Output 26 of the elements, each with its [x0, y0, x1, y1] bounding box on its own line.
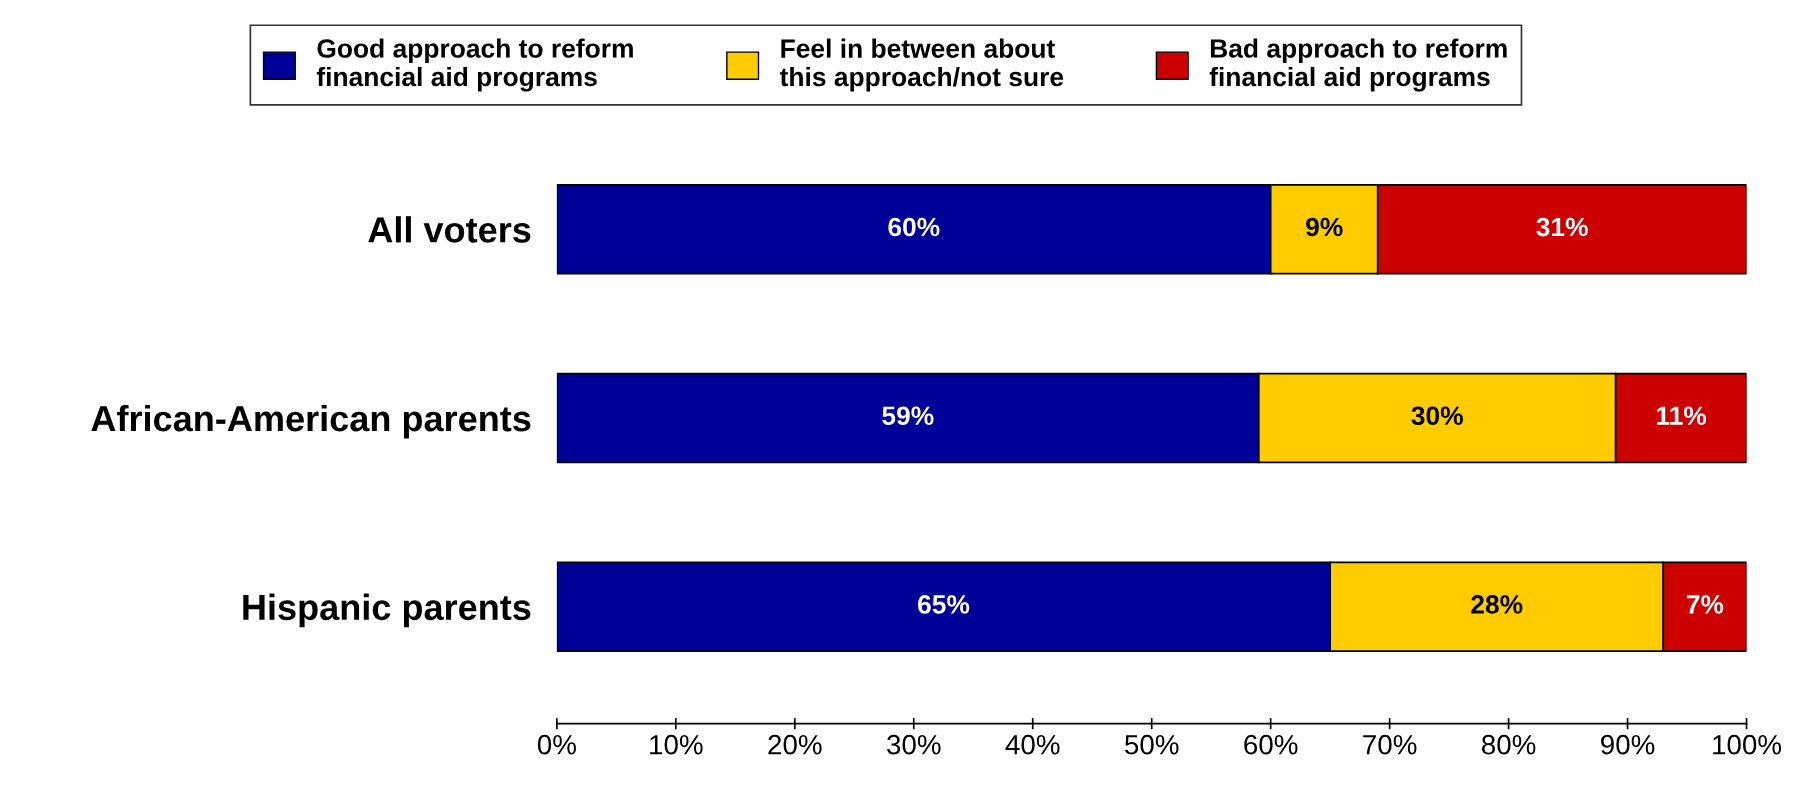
x-tick-label: 60% — [1244, 734, 1298, 755]
legend-label: Bad approach to reform financial aid programs — [1209, 38, 1507, 92]
x-tick-label: 40% — [1005, 734, 1060, 755]
data-label: 60% — [888, 217, 940, 237]
x-tick-label: 50% — [1125, 734, 1179, 755]
x-tick-label: 0% — [537, 734, 576, 755]
y-tick-label: African-American parents — [91, 404, 531, 439]
data-label: 31% — [1536, 217, 1588, 237]
x-tick-label: 90% — [1601, 734, 1655, 755]
legend-label: Good approach to reform financial aid programs — [316, 38, 633, 92]
y-tick-label: All voters — [368, 216, 531, 243]
x-tick-label: 70% — [1363, 734, 1417, 755]
x-tick-label: 100% — [1713, 734, 1782, 755]
data-label: 59% — [882, 406, 934, 426]
x-tick-label: 10% — [650, 734, 703, 755]
x-tick-label: 20% — [768, 734, 822, 755]
x-tick-label: 30% — [887, 734, 941, 755]
data-label: 65% — [918, 595, 970, 614]
legend-label: Feel in between about this approach/not sure — [779, 38, 1064, 92]
y-tick-label: Hispanic parents — [243, 593, 531, 628]
data-label: 9% — [1306, 217, 1343, 237]
data-label: 7% — [1686, 595, 1724, 614]
data-label: 11% — [1657, 406, 1707, 426]
x-tick-label: 80% — [1482, 734, 1536, 755]
data-label: 30% — [1411, 406, 1463, 426]
data-label: 28% — [1471, 595, 1523, 614]
